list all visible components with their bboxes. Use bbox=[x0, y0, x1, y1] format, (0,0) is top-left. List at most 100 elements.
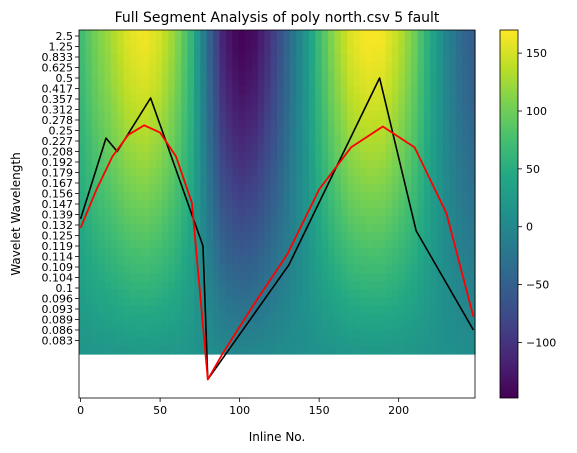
heatmap-cell bbox=[117, 248, 125, 258]
heatmap-cell bbox=[321, 46, 329, 55]
heatmap-cell bbox=[91, 281, 99, 290]
heatmap-cell bbox=[289, 46, 297, 55]
heatmap-cell bbox=[321, 151, 329, 161]
heatmap-cell bbox=[366, 256, 374, 266]
heatmap-cell bbox=[219, 175, 227, 185]
heatmap-cell bbox=[455, 78, 463, 88]
heatmap-cell bbox=[91, 46, 99, 55]
heatmap-cell bbox=[328, 127, 336, 136]
heatmap-cell bbox=[187, 54, 195, 63]
heatmap-cell bbox=[379, 143, 387, 153]
heatmap-cell bbox=[174, 305, 182, 315]
heatmap-cell bbox=[149, 119, 157, 128]
heatmap-cell bbox=[162, 62, 170, 72]
heatmap-cell bbox=[455, 54, 463, 63]
heatmap-cell bbox=[334, 313, 342, 323]
heatmap-cell bbox=[385, 321, 393, 331]
heatmap-cell bbox=[104, 119, 112, 128]
heatmap-cell bbox=[353, 151, 361, 161]
heatmap-cell bbox=[200, 175, 208, 185]
heatmap-cell bbox=[455, 200, 463, 209]
heatmap-cell bbox=[417, 232, 425, 242]
heatmap-cell bbox=[181, 135, 189, 144]
heatmap-cell bbox=[353, 127, 361, 136]
heatmap-cell bbox=[296, 175, 304, 185]
heatmap-cell bbox=[232, 94, 240, 104]
chart-title: Full Segment Analysis of poly north.csv … bbox=[115, 10, 440, 26]
heatmap-cell bbox=[353, 135, 361, 144]
heatmap-cell bbox=[366, 200, 374, 209]
heatmap-cell bbox=[277, 337, 284, 347]
heatmap-cell bbox=[334, 216, 342, 225]
heatmap-cell bbox=[117, 46, 125, 55]
heatmap-cell bbox=[79, 159, 86, 169]
heatmap-cell bbox=[181, 54, 189, 63]
heatmap-cell bbox=[315, 62, 323, 72]
heatmap-cell bbox=[187, 70, 195, 80]
heatmap-cell bbox=[155, 151, 163, 161]
heatmap-cell bbox=[366, 70, 374, 80]
heatmap-cell bbox=[162, 94, 170, 104]
heatmap-cell bbox=[315, 183, 323, 193]
heatmap-cell bbox=[257, 119, 265, 128]
heatmap-cell bbox=[79, 102, 86, 112]
heatmap-cell bbox=[379, 62, 387, 72]
heatmap-cell bbox=[206, 216, 214, 225]
heatmap-cell bbox=[123, 135, 131, 144]
heatmap-cell bbox=[136, 305, 144, 315]
heatmap-cell bbox=[123, 192, 131, 201]
heatmap-cell bbox=[264, 62, 272, 72]
heatmap-cell bbox=[117, 54, 125, 63]
heatmap-cell bbox=[302, 281, 310, 290]
heatmap-cell bbox=[455, 208, 463, 217]
heatmap-cell bbox=[334, 281, 342, 290]
heatmap-cell bbox=[225, 313, 233, 323]
heatmap-cell bbox=[187, 281, 195, 290]
heatmap-cell bbox=[232, 183, 240, 193]
heatmap-cell bbox=[264, 337, 272, 347]
heatmap-cell bbox=[104, 127, 112, 136]
heatmap-cell bbox=[187, 329, 195, 339]
heatmap-cell bbox=[379, 256, 387, 266]
heatmap-cell bbox=[104, 297, 112, 306]
heatmap-cell bbox=[168, 111, 176, 120]
heatmap-cell bbox=[404, 264, 412, 274]
heatmap-cell bbox=[85, 119, 93, 128]
heatmap-cell bbox=[398, 192, 406, 201]
heatmap-cell bbox=[264, 240, 272, 250]
heatmap-cell bbox=[328, 240, 336, 250]
heatmap-cell bbox=[245, 329, 253, 339]
heatmap-cell bbox=[257, 224, 265, 234]
heatmap-cell bbox=[334, 240, 342, 250]
heatmap-cell bbox=[257, 111, 265, 120]
heatmap-cell bbox=[91, 256, 99, 266]
heatmap-cell bbox=[232, 127, 240, 136]
heatmap-cell bbox=[411, 30, 419, 39]
x-tick-label: 0 bbox=[77, 404, 84, 417]
heatmap-cell bbox=[270, 329, 278, 339]
heatmap-cell bbox=[443, 273, 451, 282]
heatmap-cell bbox=[468, 321, 476, 331]
heatmap-cell bbox=[455, 321, 463, 331]
heatmap-cell bbox=[85, 30, 93, 39]
heatmap-cell bbox=[149, 281, 157, 290]
heatmap-cell bbox=[340, 86, 348, 96]
heatmap-cell bbox=[85, 200, 93, 209]
heatmap-cell bbox=[340, 313, 348, 323]
heatmap-cell bbox=[334, 208, 342, 217]
heatmap-cell bbox=[193, 216, 201, 225]
heatmap-cell bbox=[149, 78, 157, 88]
heatmap-cell bbox=[277, 345, 284, 355]
heatmap-cell bbox=[283, 256, 291, 266]
heatmap-cell bbox=[200, 151, 208, 161]
heatmap-cell bbox=[200, 30, 208, 39]
heatmap-cell bbox=[251, 94, 259, 104]
heatmap-cell bbox=[360, 264, 368, 274]
heatmap-cell bbox=[91, 30, 99, 39]
heatmap-cell bbox=[462, 216, 470, 225]
heatmap-cell bbox=[321, 70, 329, 80]
heatmap-cell bbox=[308, 151, 316, 161]
heatmap-cell bbox=[417, 159, 425, 169]
heatmap-cell bbox=[174, 127, 182, 136]
heatmap-cell bbox=[353, 54, 361, 63]
